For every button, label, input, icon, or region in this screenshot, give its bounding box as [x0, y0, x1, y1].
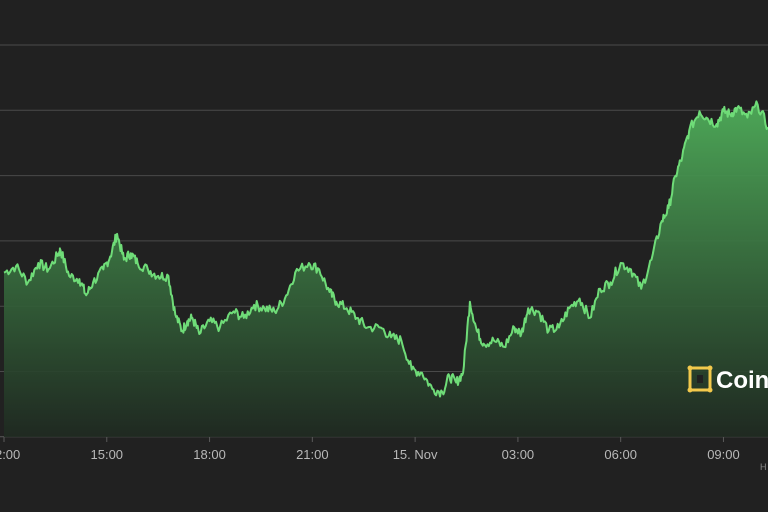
watermark-logo: Coin [687, 365, 768, 394]
watermark-text: Coin [716, 367, 768, 394]
series-area [4, 101, 768, 438]
x-tick-labels: 12:00 15:00 18:00 21:00 15. Nov 03:00 06:00 09:… [0, 447, 740, 462]
x-tick-label: 15:00 [91, 447, 124, 462]
coin-logo-icon [687, 365, 713, 393]
x-tick-label: 12:00 [0, 447, 20, 462]
series-line [3, 100, 768, 398]
x-tick-label: 03:00 [502, 447, 535, 462]
x-tick-label: 18:00 [193, 447, 226, 462]
x-tick-label: 21:00 [296, 447, 329, 462]
x-tick-label: 06:00 [604, 447, 637, 462]
corner-label: H [760, 462, 767, 472]
x-axis [3, 437, 724, 442]
x-tick-label: 09:00 [707, 447, 740, 462]
x-tick-label: 15. Nov [393, 447, 438, 462]
